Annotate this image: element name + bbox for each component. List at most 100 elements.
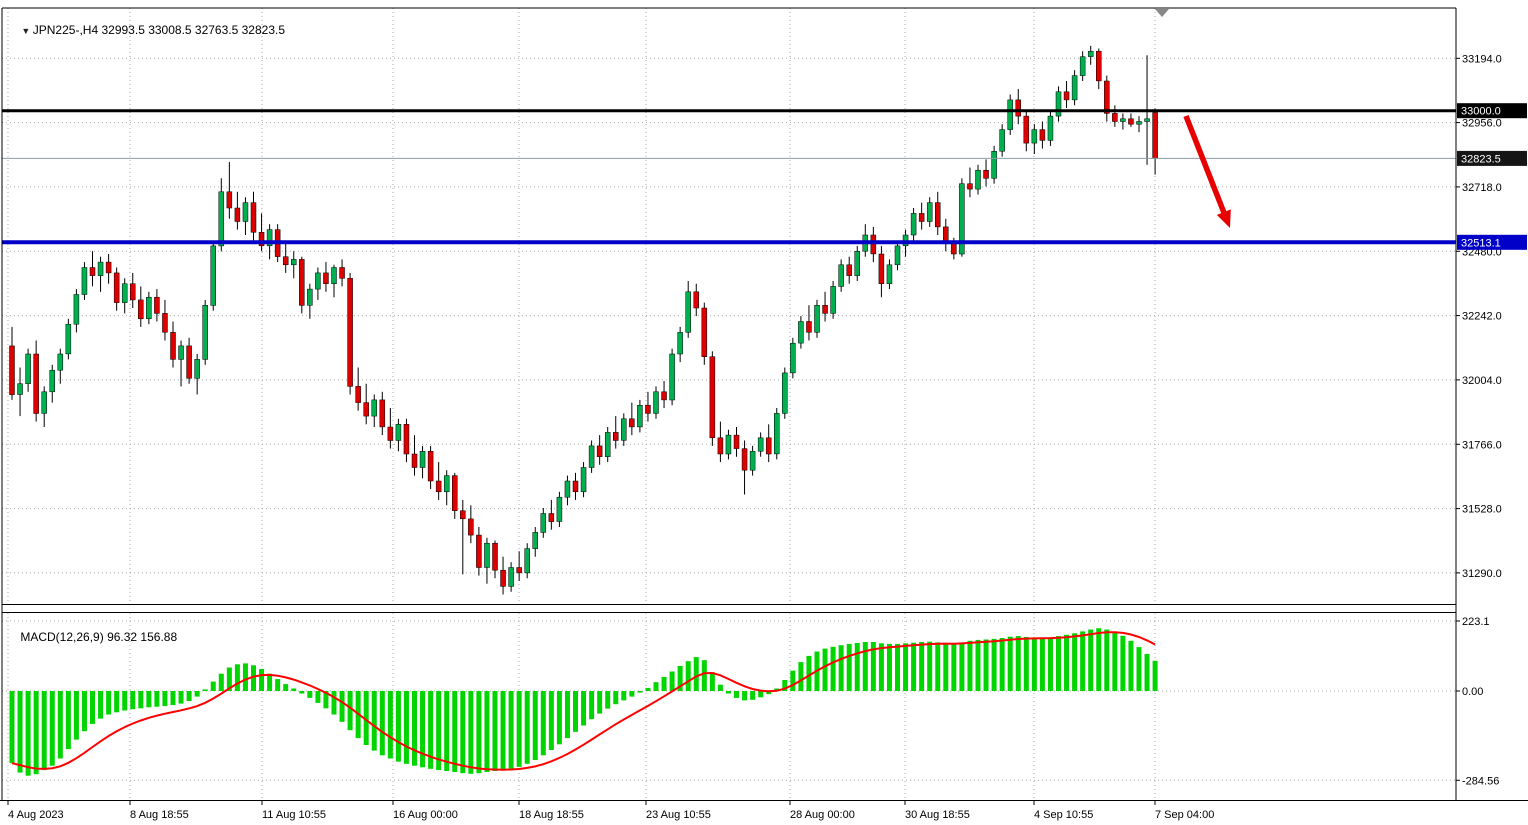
time-tick-label: 8 Aug 18:55: [130, 809, 189, 821]
candle-body: [339, 267, 345, 279]
candle-body: [741, 448, 748, 471]
macd-bar: [65, 691, 71, 750]
candle-body: [878, 253, 885, 284]
macd-bar: [854, 643, 860, 691]
macd-bar: [412, 691, 417, 766]
time-tick-label: 4 Aug 2023: [8, 809, 64, 821]
macd-bar: [621, 691, 627, 701]
macd-bar: [242, 663, 248, 691]
candle-body: [1112, 113, 1118, 122]
macd-bar: [967, 640, 973, 691]
macd-bar: [492, 691, 498, 771]
candle-body: [733, 434, 740, 449]
candle-body: [170, 332, 176, 360]
macd-bar: [106, 691, 112, 715]
chart-shift-marker-icon[interactable]: [1155, 9, 1169, 17]
candle-body: [210, 245, 216, 306]
macd-bar: [677, 665, 683, 691]
candle-body: [363, 402, 369, 417]
price-tick-label: 32004.0: [1462, 375, 1502, 387]
macd-bar: [428, 691, 434, 769]
candle-body: [57, 353, 64, 371]
candle-body: [355, 386, 361, 403]
candle-body: [411, 453, 418, 468]
candle-body: [234, 207, 241, 222]
macd-bar: [1039, 638, 1045, 691]
candle-body: [242, 202, 249, 222]
macd-bar: [709, 672, 715, 691]
candle-body: [226, 191, 233, 209]
symbol-dropdown-icon[interactable]: ▼: [21, 26, 33, 36]
indicator-scale[interactable]: 223.1 0.00 -284.56: [1456, 616, 1499, 787]
time-tick-label: 30 Aug 18:55: [905, 809, 970, 821]
price-tick-label: 32956.0: [1462, 118, 1502, 130]
candle-body: [661, 391, 667, 401]
grid-lines: [2, 8, 1456, 799]
price-scale[interactable]: 33194.0 32956.0 32718.0 32480.0 32242.0 32004…: [1456, 53, 1527, 580]
macd-bar: [1104, 629, 1110, 691]
candle-body: [637, 405, 643, 428]
macd-bar: [49, 691, 55, 766]
candle-body: [266, 229, 273, 247]
candle-body: [347, 278, 353, 387]
macd-bar: [548, 691, 554, 750]
candle-body: [178, 345, 184, 360]
candle-body: [765, 437, 772, 455]
candle-body: [202, 305, 208, 360]
macd-bar: [991, 638, 997, 691]
candle-body: [73, 294, 80, 325]
candle-body: [991, 151, 997, 179]
macd-bar: [460, 691, 466, 774]
macd-histogram: [9, 628, 1158, 776]
candle-body: [814, 305, 820, 333]
candle-body: [524, 548, 530, 574]
macd-bar: [605, 691, 611, 709]
indicator-values: 96.32 156.88: [107, 630, 178, 644]
macd-bar: [1064, 634, 1070, 691]
candle-body: [629, 418, 635, 428]
time-tick-label: 16 Aug 00:00: [393, 809, 458, 821]
candle-body: [548, 513, 555, 522]
candle-body: [709, 356, 716, 439]
macd-bar: [347, 691, 353, 731]
macd-bar: [983, 639, 989, 691]
trend-arrow-head[interactable]: [1216, 209, 1231, 228]
macd-bar: [41, 691, 47, 771]
macd-bar: [17, 691, 23, 773]
time-tick-label: 18 Aug 18:55: [519, 809, 584, 821]
candle-body: [130, 283, 136, 301]
trend-arrow-shaft[interactable]: [1183, 114, 1227, 214]
candle-body: [1055, 91, 1062, 117]
macd-bar: [25, 691, 31, 776]
macd-bar: [637, 691, 643, 693]
macd-bar: [935, 642, 941, 691]
time-scale[interactable]: 4 Aug 2023 8 Aug 18:55 11 Aug 10:55 16 Aug …: [7, 800, 1214, 821]
macd-bar: [540, 691, 546, 756]
macd-bar: [758, 691, 764, 698]
chart-title: ▼ JPN225-,H4 32993.5 33008.5 32763.5 328…: [8, 9, 285, 51]
time-tick-label: 23 Aug 10:55: [646, 809, 711, 821]
candle-body: [154, 296, 160, 314]
candle-body: [299, 259, 305, 306]
macd-bar: [210, 681, 216, 691]
candle-body: [162, 313, 168, 333]
candle-body: [113, 272, 120, 303]
macd-bar: [685, 661, 691, 691]
macd-bar: [363, 691, 369, 745]
candle-body: [790, 342, 796, 374]
macd-bar: [951, 643, 957, 691]
price-badge-label: 32513.1: [1461, 237, 1501, 249]
macd-bar: [1015, 636, 1021, 691]
macd-tick-label: 223.1: [1462, 616, 1490, 628]
candle-body: [894, 245, 901, 266]
candle-body: [25, 353, 31, 384]
candle-body: [500, 569, 506, 587]
macd-bar: [573, 691, 578, 732]
candle-body: [9, 345, 15, 395]
macd-bar: [878, 643, 884, 691]
macd-bar: [484, 691, 490, 772]
macd-bar: [186, 691, 192, 701]
candle-body: [540, 513, 547, 533]
macd-bar: [645, 687, 651, 691]
